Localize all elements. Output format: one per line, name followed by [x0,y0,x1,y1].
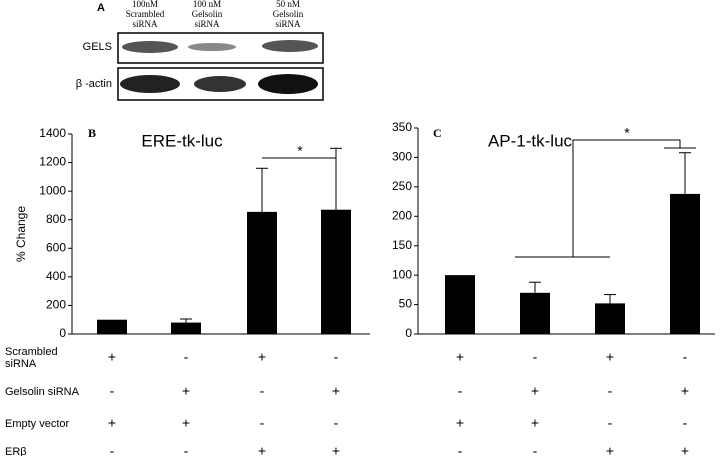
significance: * [297,143,303,159]
y-tick-label: 0 [59,326,66,340]
condition-sign: - [458,383,463,399]
lane-label: 100 nM [193,0,221,9]
y-tick-label: 300 [392,150,412,164]
chart-title: ERE-tk-luc [141,131,223,150]
condition-label: Empty vector [5,418,70,430]
y-tick-label: 1400 [39,126,66,140]
condition-sign: + [606,349,614,365]
condition-sign: + [531,415,539,431]
lane-label: 100nM [132,0,158,9]
y-tick-label: 1200 [39,155,66,169]
condition-sign: + [182,383,190,399]
bar [445,275,475,334]
bar [595,303,625,334]
lane-label: siRNA [132,19,158,29]
bar [520,292,550,334]
condition-sign: - [608,415,613,431]
condition-sign: - [533,349,538,365]
lane-label: 50 nM [276,0,300,9]
y-tick-label: 150 [392,238,412,252]
condition-sign: + [258,349,266,365]
chart-title: AP-1-tk-luc [488,131,573,150]
condition-label: ERβ [5,446,27,456]
condition-sign: - [110,383,115,399]
condition-sign: - [533,443,538,456]
condition-sign: + [606,443,614,456]
y-tick-label: 100 [392,267,412,281]
condition-sign: - [608,383,613,399]
row-label: β -actin [76,78,112,90]
y-tick-label: 50 [399,297,413,311]
condition-label: Scrambled [5,346,58,358]
condition-sign: - [184,349,189,365]
y-axis-label: % Change [14,206,28,262]
condition-sign: + [332,383,340,399]
bar [97,319,127,334]
y-tick-label: 800 [46,212,66,226]
lane-label: siRNA [194,19,220,29]
condition-sign: - [184,443,189,456]
y-tick-label: 1000 [39,183,66,197]
condition-sign: + [531,383,539,399]
bar [247,211,277,334]
blot-bands [120,40,318,94]
condition-sign: + [681,443,689,456]
panel-label: A [97,2,105,14]
condition-sign: + [108,349,116,365]
condition-sign: + [108,415,116,431]
lane-label: Gelsolin [273,9,304,19]
significance: * [624,125,630,141]
condition-sign: - [683,415,688,431]
lane-label: siRNA [275,19,301,29]
lane-label: Scrambled [126,9,165,19]
y-tick-label: 350 [392,120,412,134]
condition-sign: + [456,349,464,365]
y-tick-label: 200 [392,208,412,222]
bar [171,322,201,334]
y-tick-label: 400 [46,269,66,283]
y-tick-label: 250 [392,179,412,193]
y-tick-label: 0 [405,326,412,340]
condition-sign: + [332,443,340,456]
bar [670,193,700,334]
condition-sign: + [456,415,464,431]
condition-sign: + [182,415,190,431]
panel-label: B [88,126,96,140]
condition-sign: + [258,443,266,456]
condition-label: Gelsolin siRNA [5,386,80,398]
condition-sign: - [458,443,463,456]
condition-sign: - [260,415,265,431]
bar [321,209,351,334]
condition-sign: - [683,349,688,365]
lane-label: Gelsolin [192,9,223,19]
significance-bracket [515,139,696,258]
condition-label: siRNA [5,358,37,370]
condition-sign: - [260,383,265,399]
y-tick-label: 600 [46,240,66,254]
condition-sign: - [334,415,339,431]
panel-label: C [433,126,442,140]
condition-sign: - [334,349,339,365]
condition-sign: - [110,443,115,456]
y-tick-label: 200 [46,298,66,312]
row-label: GELS [83,41,112,53]
condition-sign: + [681,383,689,399]
